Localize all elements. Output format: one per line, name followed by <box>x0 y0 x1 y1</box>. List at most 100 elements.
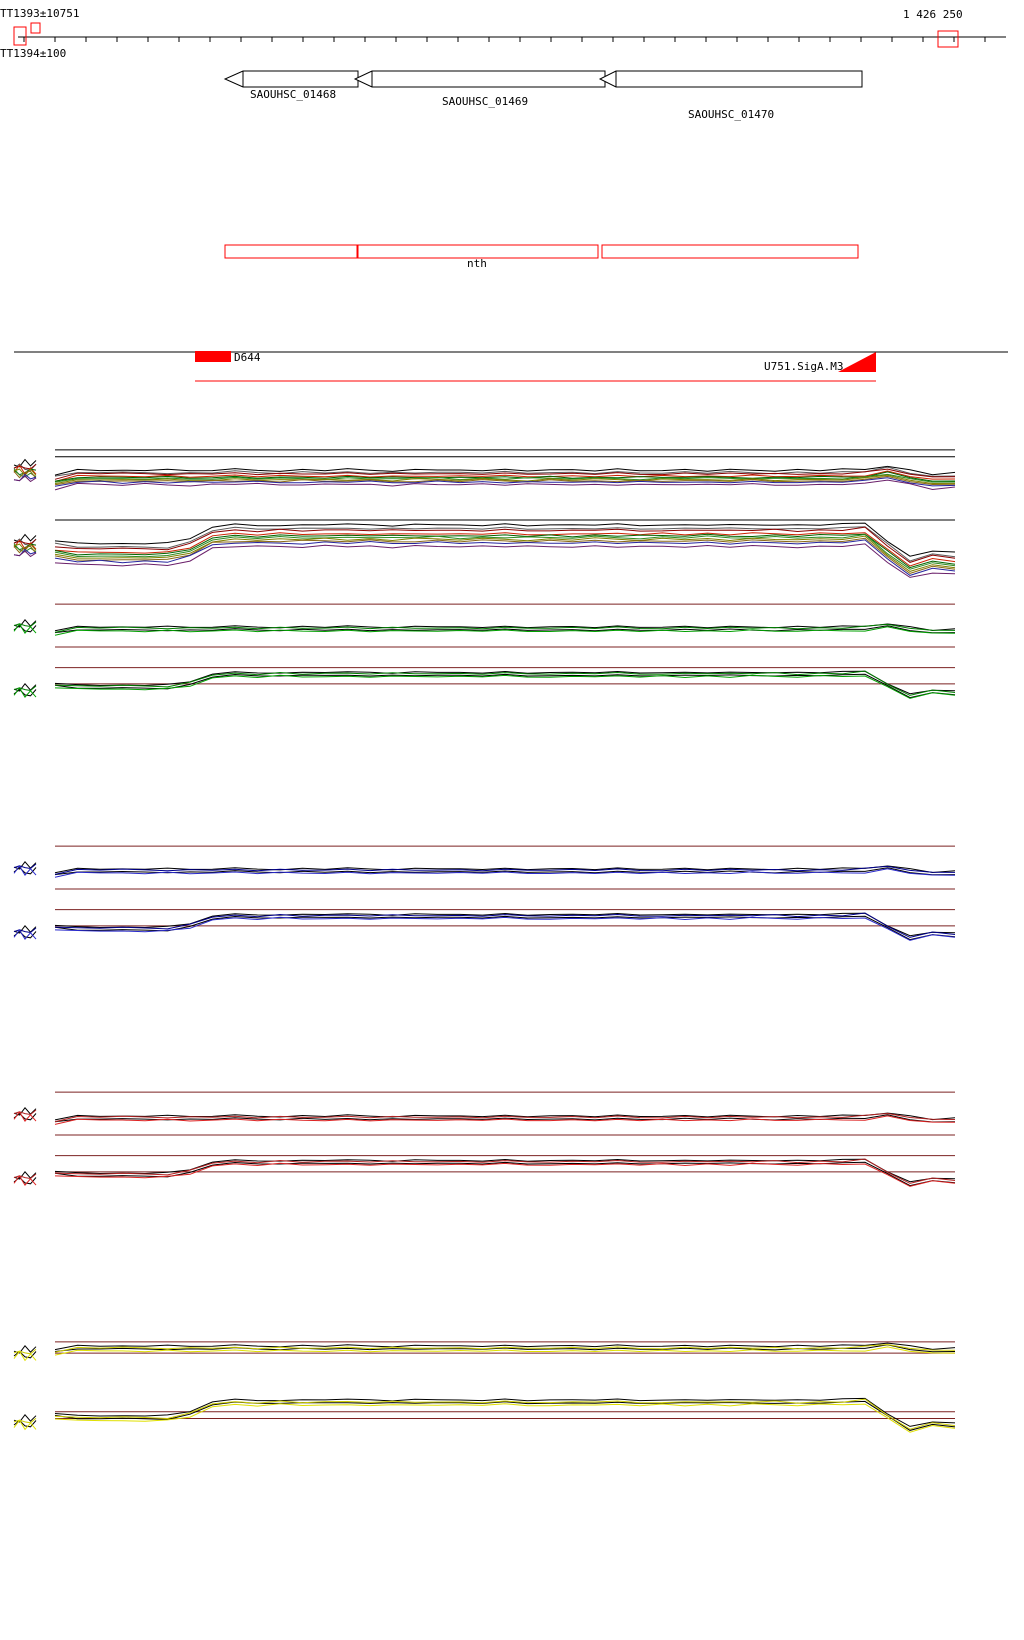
profile-line <box>54 670 956 695</box>
edge-fragment-line <box>13 538 37 546</box>
profile-line <box>54 522 956 557</box>
profile-line <box>54 1344 956 1353</box>
edge-fragment-line <box>13 929 37 940</box>
edge-fragment-line <box>13 1109 37 1116</box>
profile-line <box>54 526 956 562</box>
profile-line <box>54 526 956 563</box>
operon-box-nth[interactable] <box>225 245 858 259</box>
ruler <box>18 36 1006 42</box>
profile-line <box>54 533 956 570</box>
profile-line <box>54 1400 956 1431</box>
track-condition-red-lower <box>13 1155 956 1187</box>
edge-fragment-line <box>13 468 37 477</box>
gene-label-saouhsc-01469: SAOUHSC_01469 <box>442 95 529 108</box>
gene-arrow-saouhsc-01470[interactable] <box>600 70 862 88</box>
profile-line <box>54 1398 956 1430</box>
profile-line <box>54 912 956 937</box>
profile-line <box>54 623 956 632</box>
right-coordinate-label: 1 426 250 <box>903 8 963 21</box>
track-condition-yellow-upper <box>13 1341 956 1362</box>
profile-line <box>54 865 956 875</box>
edge-fragment-line <box>13 463 37 471</box>
edge-fragment-line <box>13 865 37 876</box>
edge-fragment-line <box>13 1173 37 1180</box>
track-condition-blue-upper <box>13 845 956 890</box>
profile-line <box>54 535 956 572</box>
profile-line <box>54 670 956 696</box>
gene-arrow-saouhsc-01468[interactable] <box>225 70 360 88</box>
profile-line <box>54 468 956 480</box>
edge-fragment-line <box>13 543 37 552</box>
edge-fragment-line <box>13 550 37 558</box>
profile-line <box>54 477 956 487</box>
edge-fragment-line <box>13 470 37 479</box>
profile-line <box>54 465 956 476</box>
terminator-glyph <box>838 352 876 372</box>
edge-fragment-line <box>13 685 37 692</box>
terminator-label-u751: U751.SigA.M3 <box>764 360 844 373</box>
edge-fragment-line <box>13 1111 37 1122</box>
profile-line <box>54 867 956 876</box>
gene-arrows <box>223 70 863 88</box>
left-position-label-bottom: TT1394±100 <box>0 47 67 60</box>
profile-line <box>54 532 956 567</box>
track-all-conditions-upper <box>13 449 956 491</box>
operon-label-nth: nth <box>467 257 487 270</box>
profile-line <box>54 1114 956 1123</box>
profile-line <box>54 1158 956 1184</box>
profile-line <box>54 625 956 634</box>
profile-line <box>54 674 956 699</box>
edge-fragment-line <box>13 687 37 698</box>
terminator-marker-u751[interactable] <box>838 350 878 373</box>
transcript-annotation-row <box>14 351 1008 382</box>
gene-label-saouhsc-01470: SAOUHSC_01470 <box>688 108 775 121</box>
track-condition-yellow-lower <box>13 1397 956 1433</box>
edge-fragment-line <box>13 1348 37 1355</box>
profile-line <box>54 1343 956 1353</box>
track-condition-blue-lower <box>13 909 956 941</box>
profile-line <box>54 865 956 874</box>
profile-line <box>54 475 956 486</box>
profile-line <box>54 1403 956 1433</box>
track-condition-green-upper <box>13 603 956 648</box>
profile-line <box>54 539 956 576</box>
profile-line <box>54 1112 956 1121</box>
profile-line <box>54 916 956 941</box>
profile-line <box>54 479 956 491</box>
profile-line <box>54 473 956 483</box>
left-position-label-top: TT1393±10751 <box>0 7 80 20</box>
edge-fragment-line <box>13 1417 37 1424</box>
track-condition-green-lower <box>13 667 956 699</box>
tss-glyph <box>195 351 231 362</box>
profile-line <box>54 912 956 938</box>
edge-fragment-line <box>13 475 37 483</box>
profile-line <box>54 471 956 482</box>
track-all-conditions-lower <box>13 519 956 578</box>
profile-line <box>54 1342 956 1351</box>
profile-line <box>54 623 956 633</box>
profile-line <box>54 1115 956 1125</box>
edge-fragment-line <box>13 533 37 543</box>
profile-line <box>54 543 956 578</box>
profile-line <box>54 1346 956 1356</box>
edge-fragment-line <box>13 927 37 934</box>
tss-marker-d644[interactable] <box>195 350 235 363</box>
profile-line <box>54 1158 956 1183</box>
edge-fragment-line <box>13 863 37 870</box>
profile-line <box>54 470 956 482</box>
edge-fragment-line <box>13 1350 37 1362</box>
profile-line <box>54 626 956 636</box>
edge-fragment-line <box>13 621 37 628</box>
gene-arrow-saouhsc-01469[interactable] <box>355 70 605 88</box>
profile-line <box>54 1397 956 1427</box>
profile-line <box>54 673 956 699</box>
profile-line <box>54 466 956 477</box>
profile-line <box>54 1112 956 1123</box>
profile-line <box>54 915 956 941</box>
edge-fragment-line <box>13 545 37 554</box>
edge-fragment-line <box>13 458 37 468</box>
gene-label-saouhsc-01468: SAOUHSC_01468 <box>250 88 337 101</box>
profile-line <box>54 868 956 878</box>
profile-line <box>54 1162 956 1187</box>
